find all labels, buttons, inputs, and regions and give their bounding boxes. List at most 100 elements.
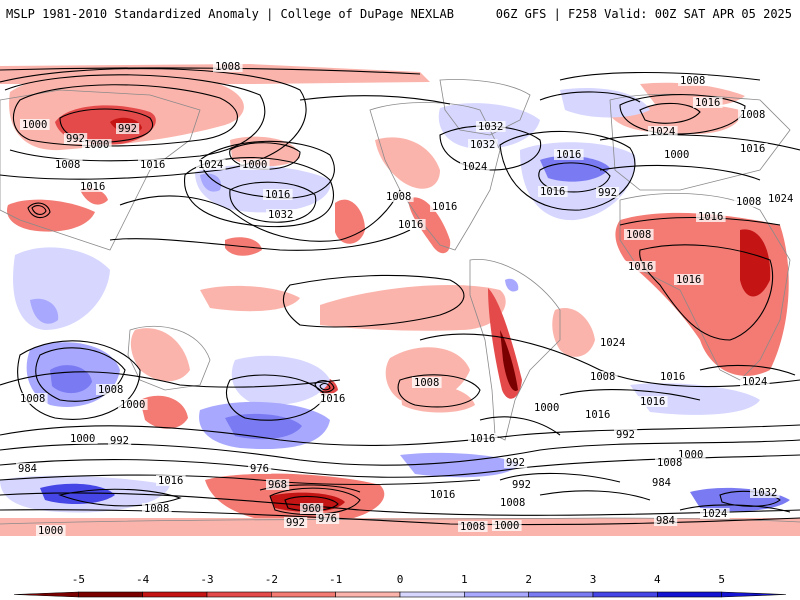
isobar-label-bg xyxy=(655,457,685,468)
isobar-992-southern xyxy=(0,439,800,466)
isobar-1016-south-pac xyxy=(0,371,341,388)
isobar-label-bg xyxy=(662,149,692,160)
isobar-1000-aleutian xyxy=(229,142,301,170)
isobar-label: 1016 xyxy=(660,371,685,383)
isobar-label-bg xyxy=(624,229,654,240)
isobar-label: 1008 xyxy=(680,75,705,87)
isobar-label-bg xyxy=(53,159,83,170)
isobar-1008-africa xyxy=(639,244,774,341)
mslp-anomaly-map: 1008 1016 1000 992 992 1000 1008 1016 1016 1024 10… xyxy=(0,40,800,536)
anomaly-pos-aleutian xyxy=(195,165,331,213)
colorbar-tick-label: 2 xyxy=(525,573,532,586)
isobar-label: 1008 xyxy=(740,109,765,121)
isobar-label-bg xyxy=(116,123,140,134)
isobar-1008-siberia xyxy=(4,74,266,162)
isobar-label: 1016 xyxy=(585,409,610,421)
isobar-label-bg xyxy=(498,497,528,508)
isobar-label: 1016 xyxy=(265,189,290,201)
isobar-label: 992 xyxy=(506,457,525,469)
isobar-1008-tropics xyxy=(282,274,465,328)
isobar-label: 1008 xyxy=(215,61,240,73)
isobar-label: 984 xyxy=(652,477,671,489)
isobar-closed-small-low-inner xyxy=(319,383,331,391)
isobar-label-bg xyxy=(766,193,796,204)
isobar-label: 1008 xyxy=(736,196,761,208)
isobar-label-bg xyxy=(196,159,226,170)
colorbar-swatch xyxy=(142,591,208,598)
colorbar-arrow-left xyxy=(13,591,79,598)
isobar-label: 1024 xyxy=(462,161,487,173)
colorbar-tick-label: -3 xyxy=(200,573,213,586)
isobar-label: 1016 xyxy=(140,159,165,171)
isobar-label: 1024 xyxy=(600,337,625,349)
isobar-label-bg xyxy=(266,209,296,220)
isobar-label: 1016 xyxy=(540,186,565,198)
colorbar-swatch xyxy=(206,591,272,598)
isobar-label-bg xyxy=(700,508,730,519)
isobar-label-bg xyxy=(676,449,706,460)
anomaly-neg-andes-core xyxy=(500,330,518,391)
isobar-label-bg xyxy=(504,457,528,468)
isobar-label: 1032 xyxy=(478,121,503,133)
isobar-label: 1000 xyxy=(120,399,145,411)
anomaly-neg-australia xyxy=(130,328,190,382)
isobar-label-bg xyxy=(696,211,726,222)
isobar-label-bg xyxy=(396,219,426,230)
isobar-label-bg xyxy=(240,159,270,170)
greenland-outline xyxy=(439,79,531,136)
anomaly-neg-tasman xyxy=(140,395,188,429)
isobar-label: 992 xyxy=(598,187,617,199)
colorbar-tick-label: 5 xyxy=(718,573,725,586)
isobar-label-bg xyxy=(614,429,638,440)
isobar-1008-antarctic xyxy=(0,509,800,526)
isobar-1024-n-africa xyxy=(599,164,761,181)
isobar-label-bg xyxy=(20,119,50,130)
anomaly-pos-sw-pacific xyxy=(231,355,330,405)
isobar-label-bg xyxy=(64,133,88,144)
colorbar-tick-label: 3 xyxy=(590,573,597,586)
anomaly-pos-w-pacific-core xyxy=(30,298,59,324)
isobar-label-bg xyxy=(300,503,324,514)
isobar-label-bg xyxy=(266,479,290,490)
isobar-1016-drake xyxy=(479,416,561,436)
isobar-1016-siberia xyxy=(0,67,307,180)
isobar-label: 1024 xyxy=(702,508,727,520)
isobar-976-low xyxy=(269,487,361,516)
isobar-label: 1008 xyxy=(144,503,169,515)
isobar-label: 1000 xyxy=(70,433,95,445)
isobar-label: 1024 xyxy=(198,159,223,171)
isobar-label-bg xyxy=(650,477,674,488)
isobar-label-bg xyxy=(412,377,442,388)
isobar-label: 1024 xyxy=(768,193,793,205)
anomaly-neg-himalaya xyxy=(6,199,96,232)
isobar-label-bg xyxy=(96,384,126,395)
isobar-label: 992 xyxy=(66,133,85,145)
isobar-label-bg xyxy=(674,274,704,285)
isobar-label: 1032 xyxy=(268,209,293,221)
isobar-closed-small-low xyxy=(314,379,335,393)
south-america-outline xyxy=(469,258,561,441)
isobar-1024-s-pacific xyxy=(226,374,326,421)
isobar-label-bg xyxy=(738,109,768,120)
isobar-1016-hawaii xyxy=(109,229,411,251)
anomaly-pos-europe xyxy=(560,88,650,118)
colorbar-swatch xyxy=(271,591,336,598)
colorbar-swatch xyxy=(78,591,143,598)
colorbar-swatch xyxy=(657,591,722,598)
isobar-1000-drake xyxy=(499,472,621,483)
anomaly-pos-southern-indian-core xyxy=(40,483,115,505)
isobar-label: 984 xyxy=(18,463,37,475)
isobar-label-bg xyxy=(738,143,768,154)
anomaly-neg-indonesia xyxy=(200,285,300,312)
isobar-label: 1016 xyxy=(470,433,495,445)
isobar-label-bg xyxy=(318,393,348,404)
isobar-label: 1000 xyxy=(534,402,559,414)
isobar-label-bg xyxy=(284,517,308,528)
isobar-label-bg xyxy=(648,126,678,137)
isobar-label: 1008 xyxy=(414,377,439,389)
isobar-label-bg xyxy=(138,159,168,170)
isobar-label: 1016 xyxy=(430,489,455,501)
colorbar-tick-label: -4 xyxy=(136,573,150,586)
isobar-992-drake xyxy=(539,490,651,501)
isobar-label-bg xyxy=(468,433,498,444)
